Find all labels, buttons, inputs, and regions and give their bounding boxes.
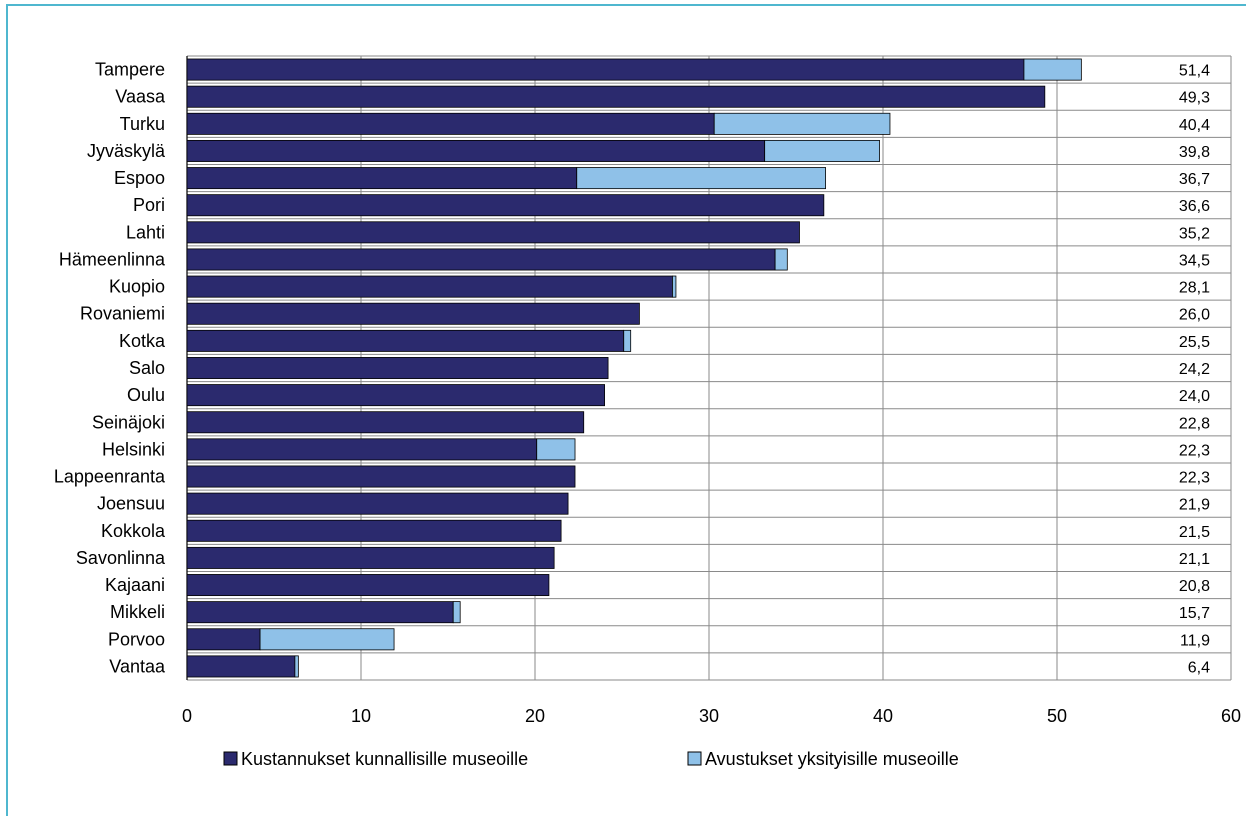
- bar-grant-14: [536, 438, 576, 461]
- category-label-21: Porvoo: [108, 629, 165, 649]
- total-label-3: 39,8: [1179, 144, 1210, 161]
- bar-municipal-0: [186, 58, 1025, 81]
- category-label-15: Lappeenranta: [54, 467, 166, 487]
- category-label-8: Kuopio: [109, 277, 165, 297]
- bar-grant-3: [764, 139, 880, 162]
- total-label-1: 49,3: [1179, 90, 1210, 107]
- x-tick-label-20: 20: [525, 706, 545, 726]
- total-label-13: 22,8: [1179, 415, 1210, 432]
- category-labels: Tampere Vaasa Turku Jyväskylä Espoo Pori Lahti…: [54, 60, 166, 677]
- x-tick-label-10: 10: [351, 706, 371, 726]
- bar-municipal-6: [186, 221, 800, 244]
- total-label-5: 36,6: [1179, 198, 1210, 215]
- category-label-22: Vantaa: [109, 656, 166, 676]
- total-labels: 51,4 49,3 40,4 39,8 36,7 36,6 35,2 34,5 28,1 26,0…: [1179, 63, 1210, 677]
- x-tick-label-50: 50: [1047, 706, 1067, 726]
- bar-municipal-14: [186, 438, 538, 461]
- category-label-3: Jyväskylä: [87, 141, 166, 161]
- bar-municipal-8: [186, 275, 673, 298]
- bar-grant-0: [1023, 58, 1082, 81]
- total-label-15: 22,3: [1179, 470, 1210, 487]
- bar-municipal-16: [186, 492, 569, 515]
- category-label-20: Mikkeli: [110, 602, 165, 622]
- bar-municipal-4: [186, 167, 578, 190]
- category-label-12: Oulu: [127, 385, 165, 405]
- x-tick-label-40: 40: [873, 706, 893, 726]
- bar-grant-4: [576, 167, 826, 190]
- x-tick-label-0: 0: [182, 706, 192, 726]
- bar-municipal-18: [186, 546, 555, 569]
- bar-municipal-22: [186, 655, 296, 678]
- bar-grant-7: [774, 248, 788, 271]
- category-label-14: Helsinki: [102, 439, 165, 459]
- bar-municipal-20: [186, 601, 454, 624]
- chart-frame: [6, 4, 1246, 816]
- bars: [186, 58, 1082, 678]
- total-label-7: 34,5: [1179, 252, 1210, 269]
- category-label-11: Salo: [129, 358, 165, 378]
- category-label-0: Tampere: [95, 60, 165, 80]
- total-label-20: 15,7: [1179, 605, 1210, 622]
- bar-grant-8: [672, 275, 677, 298]
- total-label-16: 21,9: [1179, 497, 1210, 514]
- x-tick-label-60: 60: [1221, 706, 1241, 726]
- bar-municipal-17: [186, 519, 562, 542]
- total-label-2: 40,4: [1179, 117, 1210, 134]
- category-label-16: Joensuu: [97, 494, 165, 514]
- bar-municipal-9: [186, 302, 640, 325]
- x-axis-tick-labels: 0 10 20 30 40 50 60: [182, 706, 1241, 726]
- category-label-7: Hämeenlinna: [59, 249, 166, 269]
- category-label-19: Kajaani: [105, 575, 165, 595]
- total-label-12: 24,0: [1179, 388, 1210, 405]
- total-label-22: 6,4: [1188, 659, 1210, 676]
- total-label-17: 21,5: [1179, 524, 1210, 541]
- total-label-11: 24,2: [1179, 361, 1210, 378]
- total-label-6: 35,2: [1179, 225, 1210, 242]
- bar-grant-20: [452, 601, 461, 624]
- total-label-4: 36,7: [1179, 171, 1210, 188]
- total-label-9: 26,0: [1179, 307, 1210, 324]
- grid-lines: [186, 55, 1232, 681]
- bar-municipal-10: [186, 329, 625, 352]
- bar-municipal-15: [186, 465, 576, 488]
- bar-municipal-19: [186, 574, 550, 597]
- category-label-13: Seinäjoki: [92, 412, 165, 432]
- legend-label-0: Kustannukset kunnallisille museoille: [241, 749, 528, 769]
- x-tick-label-30: 30: [699, 706, 719, 726]
- bar-grant-21: [259, 628, 395, 651]
- category-label-9: Rovaniemi: [80, 304, 165, 324]
- legend: Kustannukset kunnallisille museoille Avus…: [223, 749, 959, 769]
- bar-municipal-2: [186, 112, 715, 135]
- total-label-21: 11,9: [1180, 632, 1210, 649]
- bar-municipal-13: [186, 411, 585, 434]
- category-label-1: Vaasa: [115, 87, 166, 107]
- category-label-2: Turku: [120, 114, 165, 134]
- total-label-14: 22,3: [1179, 442, 1210, 459]
- total-label-10: 25,5: [1179, 334, 1210, 351]
- bar-grant-10: [623, 329, 632, 352]
- legend-label-1: Avustukset yksityisille museoille: [705, 749, 959, 769]
- bar-municipal-3: [186, 139, 766, 162]
- total-label-0: 51,4: [1179, 63, 1210, 80]
- bar-municipal-11: [186, 357, 609, 379]
- category-label-5: Pori: [133, 195, 165, 215]
- bar-grant-2: [713, 112, 891, 135]
- bar-municipal-5: [186, 194, 825, 217]
- category-label-4: Espoo: [114, 168, 165, 188]
- total-label-8: 28,1: [1179, 280, 1210, 297]
- bar-grant-22: [294, 655, 299, 678]
- bar-municipal-12: [186, 384, 606, 407]
- bar-municipal-21: [186, 628, 261, 651]
- bar-municipal-1: [186, 85, 1046, 108]
- legend-swatch-1: [687, 751, 702, 766]
- bar-municipal-7: [186, 248, 776, 271]
- total-label-18: 21,1: [1179, 551, 1210, 568]
- category-label-17: Kokkola: [101, 521, 166, 541]
- total-label-19: 20,8: [1179, 578, 1210, 595]
- category-label-10: Kotka: [119, 331, 166, 351]
- category-label-18: Savonlinna: [76, 548, 166, 568]
- legend-swatch-0: [223, 751, 238, 766]
- category-label-6: Lahti: [126, 222, 165, 242]
